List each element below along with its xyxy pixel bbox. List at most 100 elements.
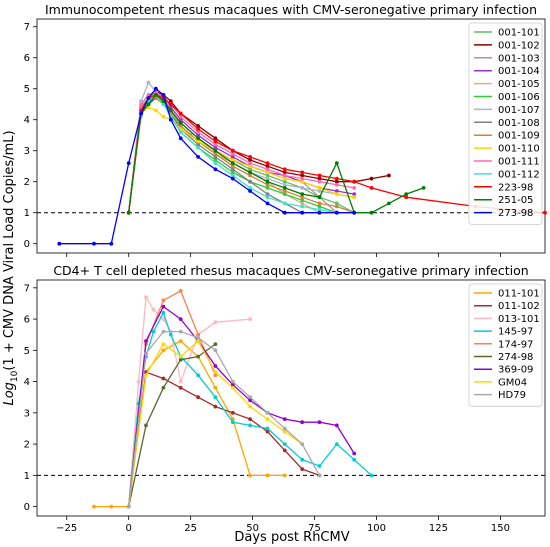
data-point — [265, 429, 270, 434]
data-point — [168, 99, 173, 103]
legend-item: 001-104 — [474, 66, 540, 77]
data-point — [213, 385, 218, 390]
y-tick-label: 3 — [24, 408, 30, 419]
series-251-05 — [126, 93, 426, 215]
legend-item: 001-108 — [474, 118, 540, 129]
data-point — [213, 167, 218, 172]
data-point — [334, 201, 339, 206]
x-tick-label: 50 — [246, 523, 259, 534]
legend-item: 174-97 — [474, 339, 533, 350]
legend-label: GM04 — [498, 377, 527, 388]
data-point — [300, 198, 305, 203]
data-point — [248, 473, 253, 478]
chart-title: CD4+ T cell depleted rhesus macaques CMV… — [53, 263, 528, 278]
data-point — [369, 210, 374, 215]
data-point — [317, 173, 322, 178]
data-point — [300, 192, 305, 197]
x-tick-label: 100 — [367, 523, 386, 534]
data-point — [161, 93, 166, 97]
data-point — [161, 298, 166, 303]
data-point — [161, 310, 166, 315]
data-point — [248, 398, 253, 403]
data-point — [126, 210, 131, 215]
data-point — [265, 176, 270, 181]
data-point — [248, 404, 253, 409]
data-point — [230, 155, 235, 159]
data-point — [161, 317, 166, 321]
data-point — [161, 342, 166, 346]
legend-label: 001-110 — [498, 144, 540, 155]
data-point — [144, 351, 148, 356]
series-line — [128, 343, 216, 507]
data-point — [178, 339, 183, 343]
data-point — [139, 102, 144, 107]
data-point — [151, 307, 156, 312]
data-point — [300, 195, 305, 200]
data-point — [196, 124, 201, 128]
data-point — [213, 161, 218, 166]
legend-label: 013-101 — [498, 314, 540, 325]
x-tick-label: 125 — [429, 523, 448, 534]
x-tick-label: 150 — [491, 523, 510, 534]
data-point — [265, 417, 270, 421]
x-tick-label: 75 — [308, 523, 321, 534]
data-point — [300, 457, 305, 462]
data-point — [317, 201, 322, 206]
data-point — [248, 417, 253, 421]
series-145-97 — [126, 310, 374, 509]
legend-label: 001-104 — [498, 66, 540, 77]
data-point — [282, 179, 287, 184]
legend-item: 001-112 — [474, 169, 540, 180]
y-tick-label: 5 — [24, 346, 30, 357]
legend-label: 223-98 — [498, 182, 533, 193]
data-point — [352, 210, 357, 215]
series-line — [128, 305, 355, 507]
data-point — [282, 442, 287, 446]
y-tick-label: 4 — [24, 377, 30, 388]
legend-item: 001-109 — [474, 131, 540, 142]
data-point — [178, 379, 183, 384]
data-point — [213, 158, 218, 162]
data-point — [282, 192, 287, 197]
data-point — [230, 176, 235, 181]
data-point — [178, 385, 183, 390]
data-point — [300, 179, 305, 184]
data-point — [136, 379, 141, 384]
data-point — [265, 192, 270, 197]
data-point — [282, 176, 287, 181]
data-point — [300, 204, 305, 209]
data-point — [196, 155, 201, 159]
data-point — [196, 373, 201, 378]
legend-label: HD79 — [498, 390, 526, 401]
data-point — [161, 304, 166, 309]
data-point — [265, 195, 270, 200]
data-point — [154, 86, 158, 91]
data-point — [213, 342, 218, 346]
data-point — [317, 189, 322, 193]
data-point — [317, 210, 322, 215]
series-line — [128, 94, 424, 214]
data-point — [317, 176, 322, 181]
series-line — [128, 296, 251, 507]
data-point — [151, 329, 156, 334]
series-line — [128, 371, 320, 507]
data-point — [300, 210, 305, 215]
data-point — [248, 173, 253, 178]
data-point — [282, 417, 287, 421]
legend-item: 273-98 — [474, 208, 533, 219]
data-point — [404, 195, 409, 200]
series-001-112 — [126, 93, 374, 215]
legend-label: 011-101 — [498, 289, 540, 300]
data-point — [300, 170, 305, 175]
data-point — [265, 179, 270, 184]
legend-item: GM04 — [474, 377, 527, 388]
series-013-101 — [126, 295, 253, 509]
data-point — [230, 167, 235, 172]
series-line — [128, 330, 321, 507]
data-point — [317, 179, 322, 184]
legend-label: 145-97 — [498, 327, 533, 338]
data-point — [334, 179, 339, 184]
y-tick-label: 2 — [24, 177, 30, 188]
legend-item: 001-103 — [474, 53, 540, 64]
